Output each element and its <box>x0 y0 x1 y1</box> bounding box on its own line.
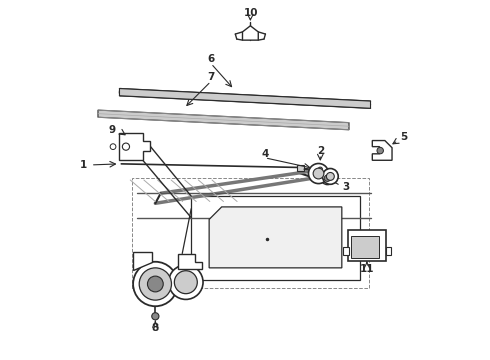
Polygon shape <box>372 140 392 160</box>
Text: 3: 3 <box>343 182 350 192</box>
Text: 11: 11 <box>360 264 374 274</box>
Text: 9: 9 <box>108 125 115 135</box>
Polygon shape <box>98 110 349 130</box>
Text: 6: 6 <box>207 54 215 64</box>
Bar <box>348 230 386 261</box>
Circle shape <box>322 168 338 184</box>
Circle shape <box>309 163 329 184</box>
Text: 5: 5 <box>400 132 408 142</box>
Polygon shape <box>243 26 258 40</box>
Circle shape <box>174 271 197 294</box>
Bar <box>343 247 349 255</box>
Polygon shape <box>191 196 360 280</box>
Circle shape <box>147 276 163 292</box>
Polygon shape <box>133 252 152 270</box>
Bar <box>386 247 392 255</box>
Text: 8: 8 <box>151 323 158 333</box>
Text: 1: 1 <box>80 160 87 170</box>
Circle shape <box>139 268 172 300</box>
Polygon shape <box>177 253 202 269</box>
Circle shape <box>321 172 334 185</box>
Circle shape <box>316 165 325 174</box>
Text: 10: 10 <box>244 8 258 18</box>
Text: 4: 4 <box>261 149 269 159</box>
Text: 2: 2 <box>318 145 325 156</box>
Polygon shape <box>120 89 370 108</box>
Circle shape <box>169 265 203 300</box>
Polygon shape <box>120 134 150 160</box>
Circle shape <box>133 262 177 306</box>
Circle shape <box>110 144 116 149</box>
Circle shape <box>324 175 331 181</box>
Circle shape <box>377 147 383 154</box>
Bar <box>297 165 304 171</box>
Circle shape <box>313 168 324 179</box>
Bar <box>351 235 379 258</box>
Circle shape <box>152 313 159 320</box>
Text: 7: 7 <box>207 72 215 82</box>
Circle shape <box>326 172 334 180</box>
Circle shape <box>318 167 322 171</box>
Polygon shape <box>209 207 342 268</box>
Circle shape <box>122 143 129 150</box>
